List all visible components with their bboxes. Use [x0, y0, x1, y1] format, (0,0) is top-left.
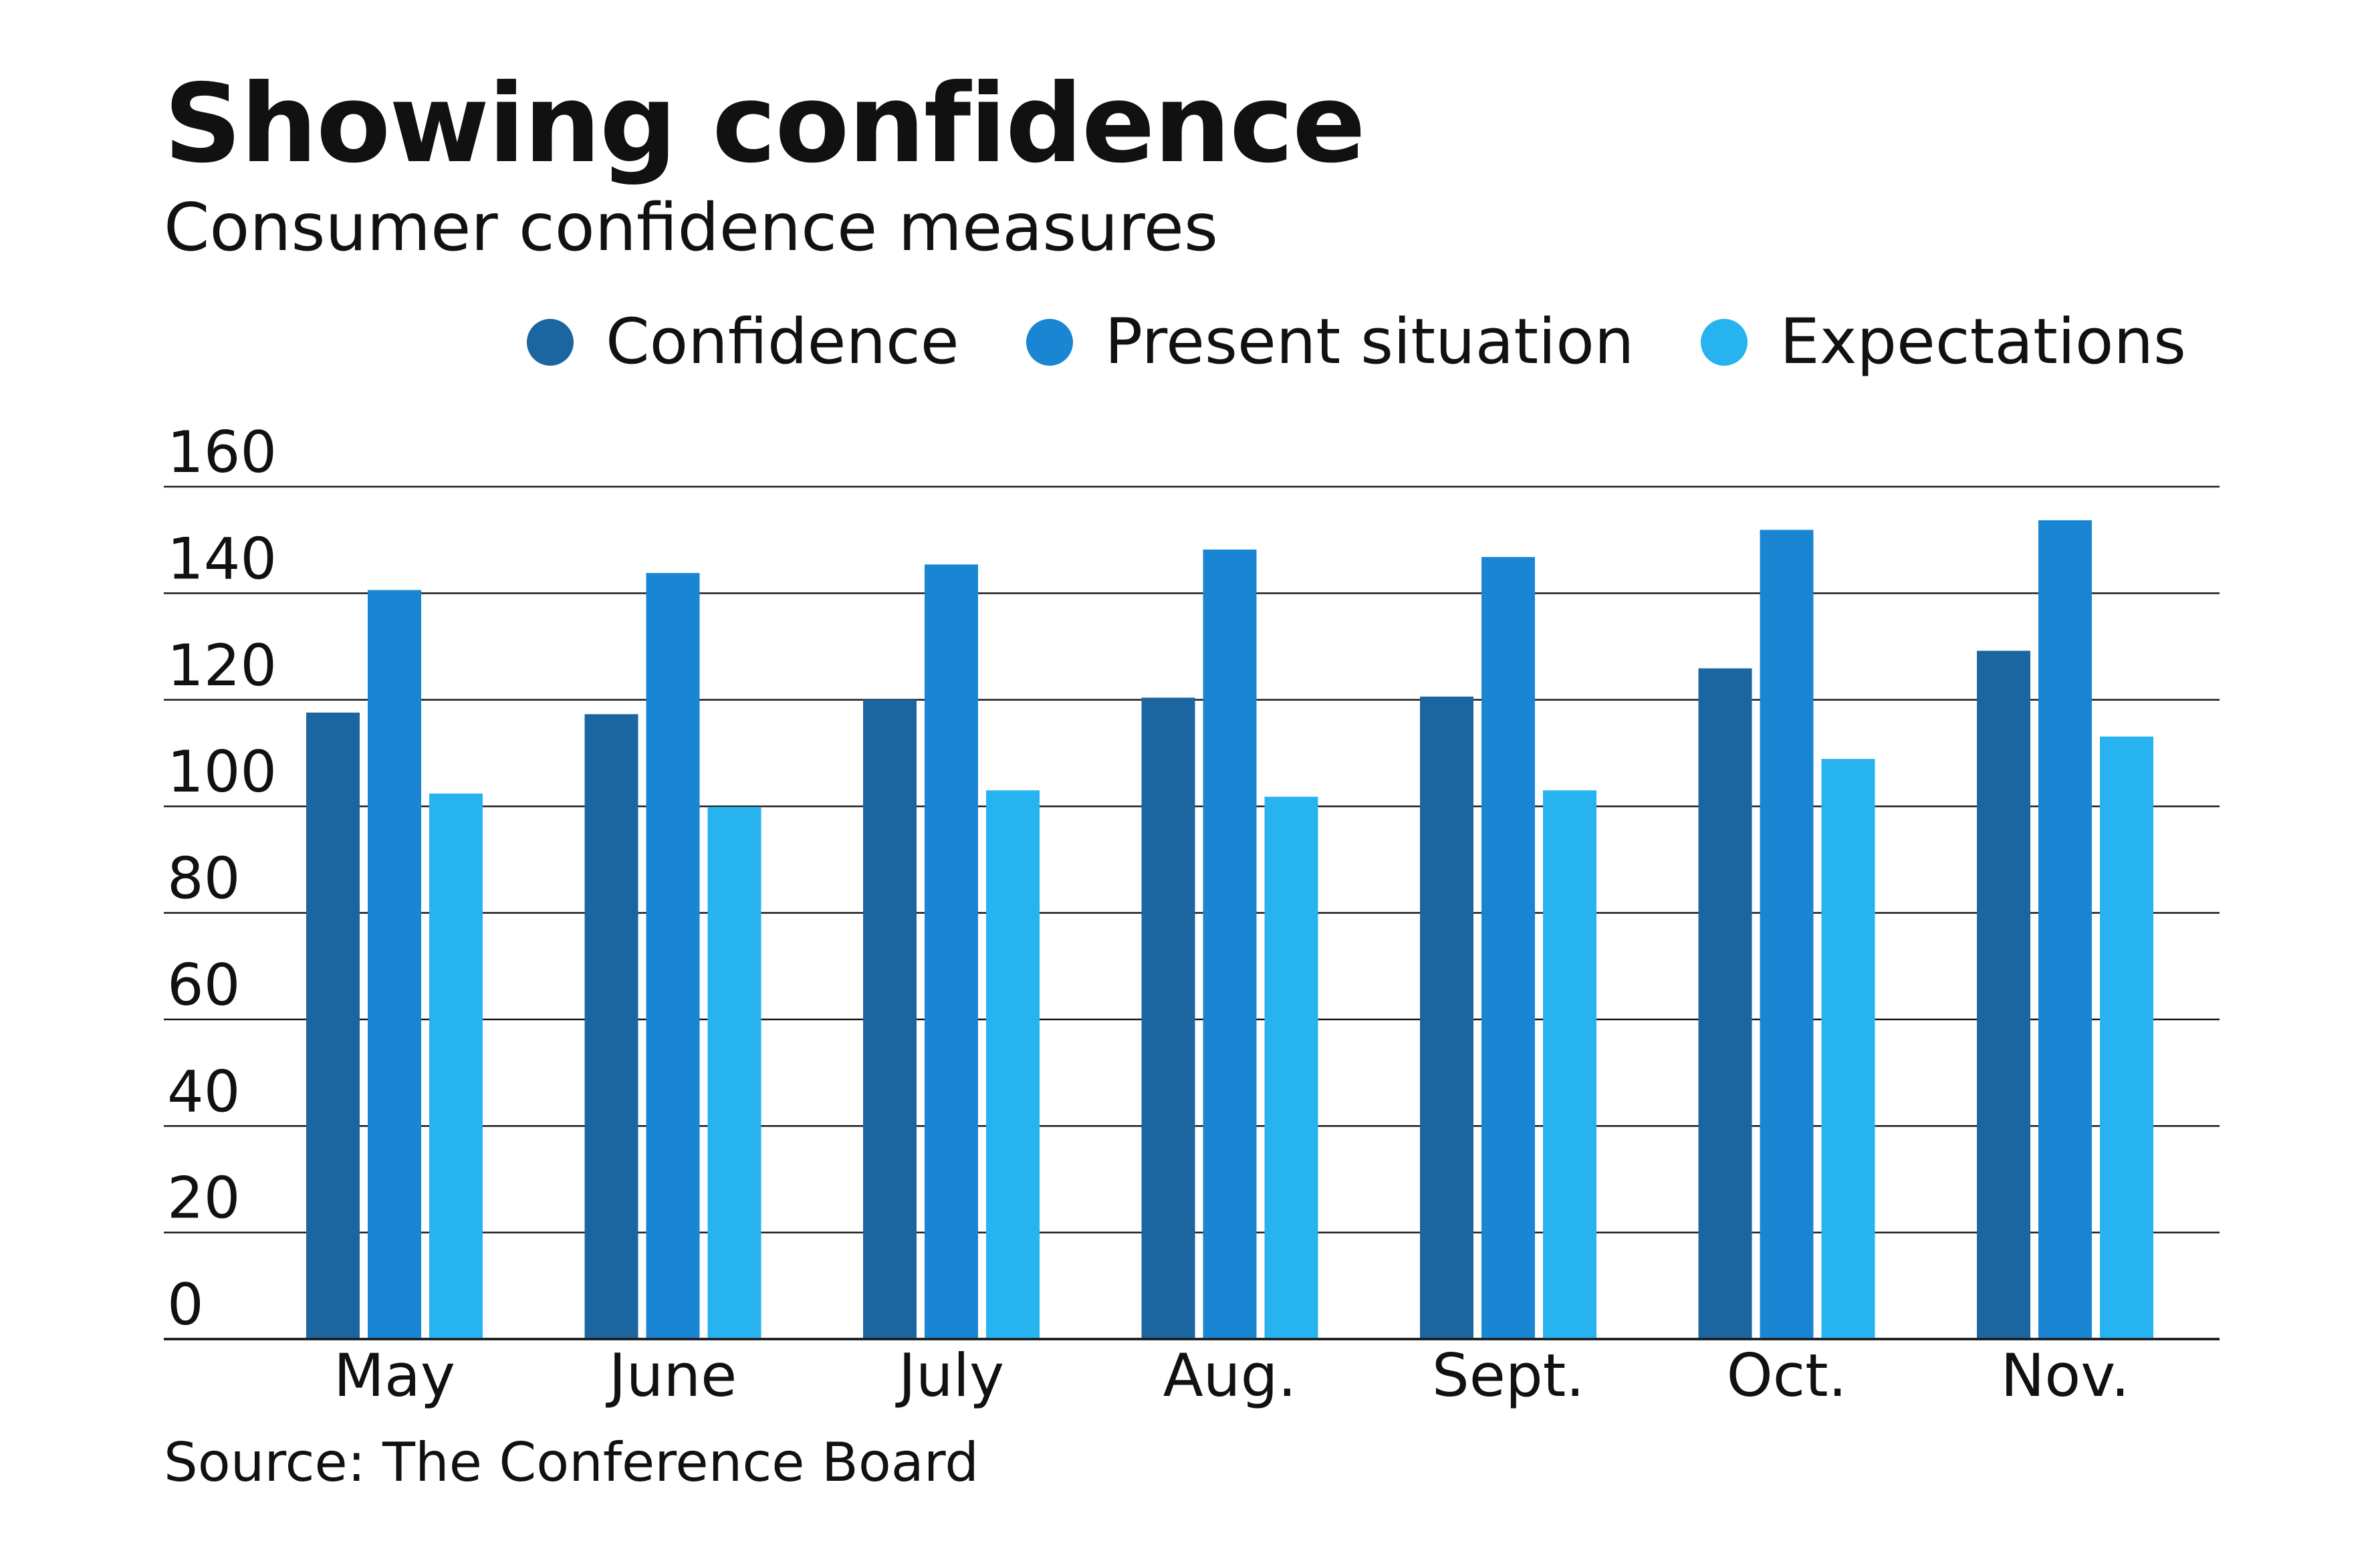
y-tick-label: 40: [167, 1058, 240, 1125]
bar-present-situation-6: [2038, 520, 2092, 1339]
bar-present-situation-0: [368, 590, 421, 1339]
bar-present-situation-4: [1481, 557, 1535, 1339]
bar-expectations-3: [1264, 796, 1318, 1339]
y-tick-label: 140: [167, 525, 277, 592]
y-tick-label: 120: [167, 632, 277, 699]
bar-confidence-4: [1420, 696, 1473, 1339]
bar-present-situation-2: [925, 564, 978, 1339]
bar-confidence-6: [1977, 650, 2030, 1339]
legend-label-confidence: Confidence: [606, 306, 959, 378]
y-tick-label: 0: [167, 1272, 204, 1338]
bar-confidence-0: [306, 712, 360, 1339]
bar-expectations-4: [1543, 790, 1596, 1339]
y-tick-label: 60: [167, 952, 240, 1019]
chart-subtitle: Consumer confidence measures: [164, 190, 1218, 266]
x-category-label: Oct.: [1726, 1341, 1847, 1410]
bar-confidence-1: [584, 714, 638, 1339]
bar-present-situation-1: [646, 573, 700, 1339]
legend-label-present-situation: Present situation: [1104, 306, 1635, 378]
y-tick-label: 80: [167, 846, 240, 913]
y-tick-label: 100: [167, 739, 277, 806]
x-category-label: May: [334, 1341, 455, 1410]
y-tick-label: 160: [167, 419, 277, 486]
bar-present-situation-5: [1760, 529, 1814, 1339]
bar-expectations-6: [2100, 736, 2153, 1339]
bar-confidence-3: [1141, 697, 1195, 1339]
bar-expectations-0: [429, 794, 483, 1339]
legend-item-present-situation: Present situation: [1026, 306, 1635, 378]
x-category-label: Aug.: [1163, 1341, 1297, 1410]
legend-swatch-expectations: [1701, 319, 1748, 366]
bar-expectations-2: [986, 790, 1040, 1339]
x-category-label: Sept.: [1432, 1341, 1584, 1410]
bar-expectations-5: [1821, 759, 1875, 1339]
bar-present-situation-3: [1203, 550, 1257, 1339]
source-note: Source: The Conference Board: [164, 1431, 979, 1494]
chart-legend: Confidence Present situation Expectation…: [527, 311, 2186, 374]
x-category-label: June: [606, 1341, 737, 1410]
bar-expectations-1: [707, 806, 761, 1339]
bar-confidence-2: [863, 699, 917, 1339]
y-tick-label: 20: [167, 1165, 240, 1232]
x-category-label: Nov.: [2001, 1341, 2130, 1410]
legend-swatch-confidence: [527, 319, 574, 366]
legend-item-confidence: Confidence: [527, 311, 959, 374]
chart-title: Showing confidence: [164, 62, 1366, 187]
x-category-label: July: [895, 1341, 1004, 1410]
bar-confidence-5: [1698, 668, 1752, 1339]
legend-item-expectations: Expectations: [1701, 311, 2186, 374]
legend-swatch-present-situation: [1026, 319, 1073, 366]
legend-label-expectations: Expectations: [1780, 306, 2186, 378]
